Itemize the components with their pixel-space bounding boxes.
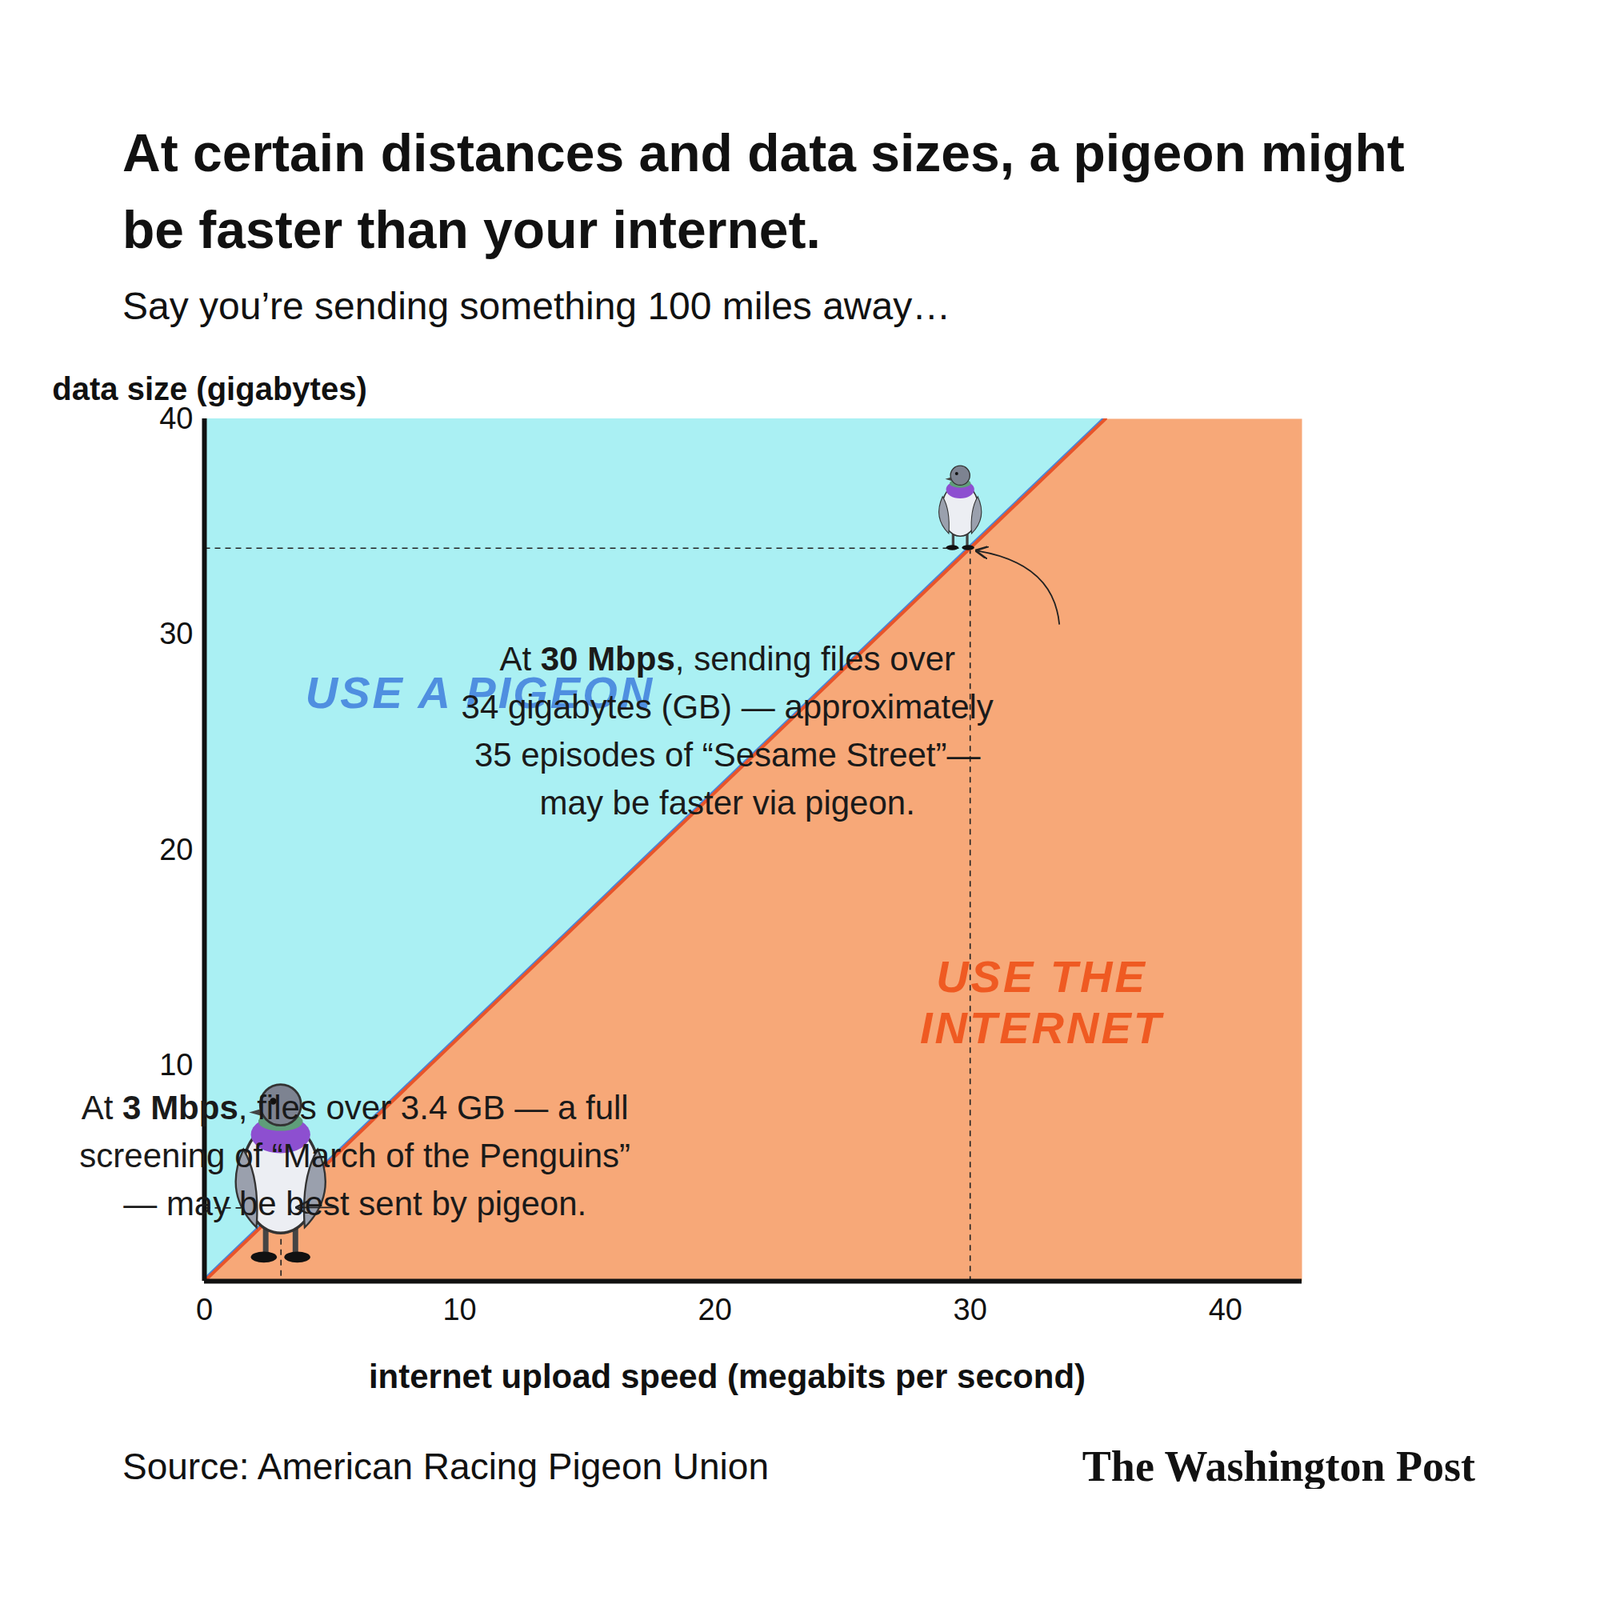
svg-text:30: 30 [953,1292,988,1327]
svg-text:20: 20 [697,1292,732,1327]
html-text:Say you’re sending something 1: Say you’re sending something 100 miles a… [122,284,951,328]
svg-text:data size (gigabytes): data size (gigabytes) [52,371,367,407]
svg-text:40: 40 [159,401,194,435]
svg-text:30: 30 [159,616,193,651]
svg-text:10: 10 [159,1048,193,1082]
svg-text:internet upload speed (megabit: internet upload speed (megabits per seco… [368,1357,1086,1396]
svg-text:20: 20 [159,832,193,867]
svg-text:40: 40 [1208,1292,1243,1327]
svg-text:At 3 Mbps, files over 3.4 GB —: At 3 Mbps, files over 3.4 GB — a full [81,1088,629,1127]
svg-text:USE THE: USE THE [936,951,1148,1002]
svg-text:At 30 Mbps, sending files over: At 30 Mbps, sending files over [499,640,956,678]
html-text:At certain distances and data: At certain distances and data sizes, a p… [122,123,1405,260]
svg-text:screening of “March of the Pen: screening of “March of the Penguins” [79,1136,631,1175]
html-text:Source: American Racing Pigeon: Source: American Racing Pigeon Union [122,1445,769,1488]
svg-text:0: 0 [196,1292,213,1327]
svg-text:INTERNET: INTERNET [920,1002,1165,1053]
svg-text:10: 10 [442,1292,476,1327]
svg-text:may be faster via pigeon.: may be faster via pigeon. [540,784,916,822]
html-text:The Washington Post: The Washington Post [1082,1442,1476,1491]
svg-text:— may be best sent by pigeon.: — may be best sent by pigeon. [123,1184,587,1223]
svg-text:34 gigabytes (GB) — approximat: 34 gigabytes (GB) — approximately [461,688,994,726]
svg-text:35 episodes of “Sesame Street”: 35 episodes of “Sesame Street”— [474,736,981,774]
